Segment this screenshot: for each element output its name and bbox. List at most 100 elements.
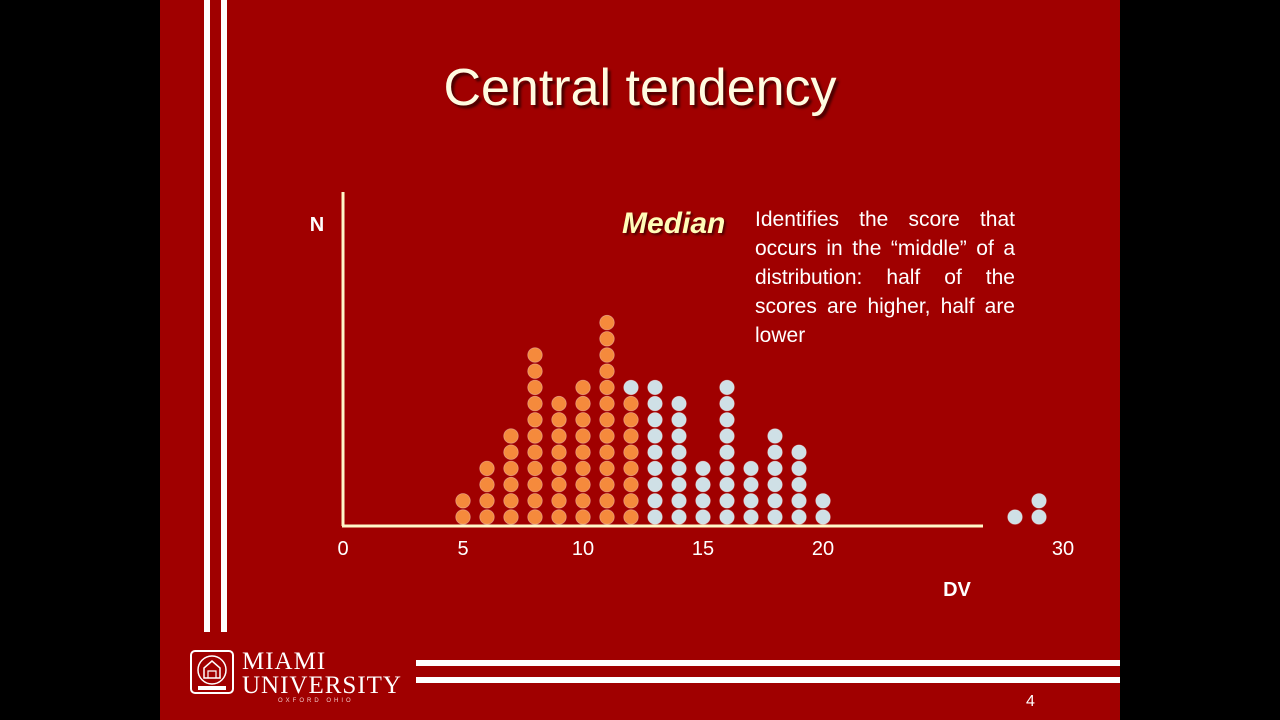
data-point [743, 509, 759, 525]
data-point [599, 395, 615, 412]
data-point [623, 412, 639, 428]
data-point [647, 509, 663, 525]
data-point [575, 460, 591, 477]
data-point [767, 428, 783, 444]
data-point [695, 476, 711, 493]
data-point [527, 363, 543, 379]
data-point [671, 444, 687, 460]
data-point [551, 428, 567, 444]
data-point [575, 509, 591, 525]
data-point [575, 395, 591, 412]
data-point [1031, 509, 1047, 525]
data-point [647, 476, 663, 493]
data-point [623, 460, 639, 477]
data-point [527, 476, 543, 493]
data-point [599, 314, 615, 331]
data-point [767, 444, 783, 460]
slide: Central tendency N DV 0 5 10 15 20 30 Median Id… [160, 0, 1120, 720]
data-point [575, 493, 591, 509]
data-point [623, 379, 639, 396]
decorative-vertical-line-left [204, 0, 210, 632]
data-point [599, 379, 615, 396]
data-point [719, 444, 735, 460]
data-point [455, 493, 471, 509]
data-point [719, 395, 735, 412]
university-seal-icon [190, 650, 234, 694]
data-point [671, 476, 687, 493]
data-point [1031, 493, 1047, 509]
data-point [671, 460, 687, 477]
data-point [767, 476, 783, 493]
miami-university-logo: MIAMI UNIVERSITY OXFORD OHIO [190, 648, 405, 708]
data-point [767, 509, 783, 525]
data-point [791, 476, 807, 493]
page-number: 4 [1026, 693, 1035, 710]
x-tick-label: 15 [692, 538, 714, 560]
data-point [791, 509, 807, 525]
data-point [623, 509, 639, 525]
data-point [719, 493, 735, 509]
data-point [575, 444, 591, 460]
data-point [647, 444, 663, 460]
data-point [623, 395, 639, 412]
data-point [527, 460, 543, 477]
data-point [599, 363, 615, 379]
data-point [599, 444, 615, 460]
data-point [671, 412, 687, 428]
data-point [695, 460, 711, 477]
data-point [599, 412, 615, 428]
data-point [599, 493, 615, 509]
data-point [503, 493, 519, 509]
logo-text-university: UNIVERSITY [242, 672, 402, 699]
data-point [551, 509, 567, 525]
data-point [743, 493, 759, 509]
data-point [479, 493, 495, 509]
data-point [767, 460, 783, 477]
data-point [599, 331, 615, 347]
data-point [479, 509, 495, 525]
data-point [671, 395, 687, 412]
data-point [671, 493, 687, 509]
data-point [719, 412, 735, 428]
data-point [623, 444, 639, 460]
decorative-vertical-line-right [221, 0, 227, 632]
decorative-horizontal-line-bottom [416, 677, 1120, 683]
logo-text-location: OXFORD OHIO [278, 698, 354, 704]
data-point [575, 412, 591, 428]
data-point [503, 428, 519, 444]
data-point [599, 347, 615, 363]
data-point [647, 379, 663, 396]
x-tick-label: 20 [812, 538, 834, 560]
data-point [719, 428, 735, 444]
x-axis-label: DV [943, 579, 971, 601]
x-tick-label: 30 [1052, 538, 1074, 560]
data-point [719, 476, 735, 493]
y-axis-label: N [310, 214, 324, 236]
median-label: Median [622, 207, 726, 240]
data-point [599, 428, 615, 444]
data-point [527, 395, 543, 412]
x-tick-label: 0 [337, 538, 348, 560]
data-point [551, 493, 567, 509]
data-point [503, 460, 519, 477]
data-point [767, 493, 783, 509]
data-point [815, 509, 831, 525]
dot-plot-chart: N DV 0 5 10 15 20 30 [310, 192, 1074, 601]
data-point [455, 509, 471, 525]
data-point [599, 476, 615, 493]
data-point [743, 460, 759, 477]
data-point [527, 428, 543, 444]
data-point [671, 428, 687, 444]
data-point [527, 444, 543, 460]
logo-text-miami: MIAMI [242, 648, 327, 675]
data-point [671, 509, 687, 525]
data-point [551, 412, 567, 428]
data-point [575, 428, 591, 444]
data-point [503, 476, 519, 493]
data-point [791, 444, 807, 460]
data-point [575, 379, 591, 396]
data-point [791, 460, 807, 477]
data-point [719, 379, 735, 396]
slide-title: Central tendency [443, 59, 837, 117]
data-point [599, 509, 615, 525]
